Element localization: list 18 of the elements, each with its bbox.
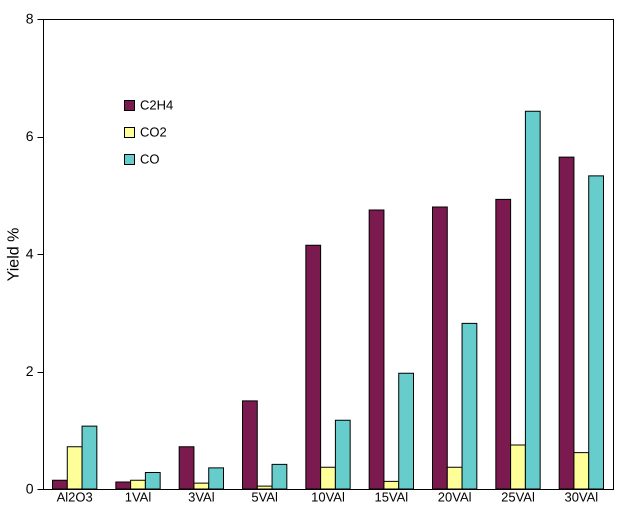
y-tick-label: 6 (26, 128, 34, 144)
y-tick-label: 4 (26, 246, 34, 262)
x-tick-label: 15VAl (374, 490, 408, 504)
y-tick-label: 8 (26, 10, 34, 26)
y-tick-label: 2 (26, 363, 34, 379)
x-tick-label: Al2O3 (56, 490, 93, 504)
x-tick-label: 5VAl (251, 490, 278, 504)
legend-label: C2H4 (140, 98, 174, 112)
x-tick-label: 1VAl (124, 490, 152, 504)
x-tick-label: 3VAl (188, 490, 215, 504)
x-tick-label: 20VAl (438, 490, 472, 504)
legend-label: CO2 (140, 124, 167, 140)
x-tick-label: 25VAl (501, 490, 535, 504)
y-axis-title: Yield % (6, 228, 23, 282)
x-tick-label: 30VAl (564, 490, 598, 504)
y-tick-label: 0 (26, 480, 34, 496)
legend-label: CO (140, 152, 160, 166)
x-tick-label: 10VAl (311, 490, 345, 504)
